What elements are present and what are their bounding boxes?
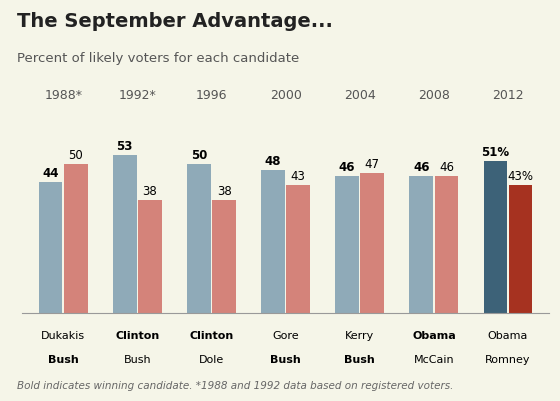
Text: Clinton: Clinton: [189, 331, 234, 341]
Text: Bold indicates winning candidate. *1988 and 1992 data based on registered voters: Bold indicates winning candidate. *1988 …: [17, 381, 453, 391]
Text: 2012: 2012: [492, 89, 524, 102]
Bar: [64, 164, 88, 313]
Bar: [335, 176, 359, 313]
Text: 46: 46: [413, 161, 430, 174]
Bar: [261, 170, 285, 313]
Text: Dukakis: Dukakis: [41, 331, 85, 341]
Text: 1988*: 1988*: [44, 89, 82, 102]
Text: 53: 53: [116, 140, 133, 153]
Text: Obama: Obama: [488, 331, 528, 341]
Text: 38: 38: [217, 185, 231, 198]
Text: 44: 44: [43, 167, 59, 180]
Text: 48: 48: [265, 155, 281, 168]
Bar: [286, 185, 310, 313]
Text: 43: 43: [291, 170, 306, 183]
Text: 38: 38: [143, 185, 157, 198]
Text: Kerry: Kerry: [345, 331, 375, 341]
Text: 43%: 43%: [507, 170, 534, 183]
Bar: [509, 185, 533, 313]
Text: 1992*: 1992*: [119, 89, 156, 102]
Text: Bush: Bush: [344, 355, 375, 365]
Text: 47: 47: [365, 158, 380, 171]
Text: Romney: Romney: [486, 355, 531, 365]
Text: Dole: Dole: [199, 355, 224, 365]
Bar: [39, 182, 62, 313]
Text: Bush: Bush: [48, 355, 78, 365]
Bar: [212, 200, 236, 313]
Text: The September Advantage...: The September Advantage...: [17, 12, 333, 31]
Text: McCain: McCain: [414, 355, 454, 365]
Text: Clinton: Clinton: [115, 331, 160, 341]
Text: 51%: 51%: [482, 146, 510, 159]
Text: 2004: 2004: [344, 89, 376, 102]
Bar: [409, 176, 433, 313]
Text: 1996: 1996: [195, 89, 227, 102]
Text: 2008: 2008: [418, 89, 450, 102]
Bar: [483, 161, 507, 313]
Text: Bush: Bush: [270, 355, 301, 365]
Text: 50: 50: [190, 149, 207, 162]
Bar: [113, 155, 137, 313]
Bar: [361, 173, 384, 313]
Bar: [138, 200, 162, 313]
Text: 2000: 2000: [270, 89, 301, 102]
Bar: [435, 176, 458, 313]
Text: Obama: Obama: [412, 331, 456, 341]
Text: 50: 50: [68, 149, 83, 162]
Text: Bush: Bush: [124, 355, 151, 365]
Text: 46: 46: [439, 161, 454, 174]
Text: Percent of likely voters for each candidate: Percent of likely voters for each candid…: [17, 52, 299, 65]
Text: Gore: Gore: [272, 331, 299, 341]
Text: 46: 46: [339, 161, 356, 174]
Bar: [187, 164, 211, 313]
